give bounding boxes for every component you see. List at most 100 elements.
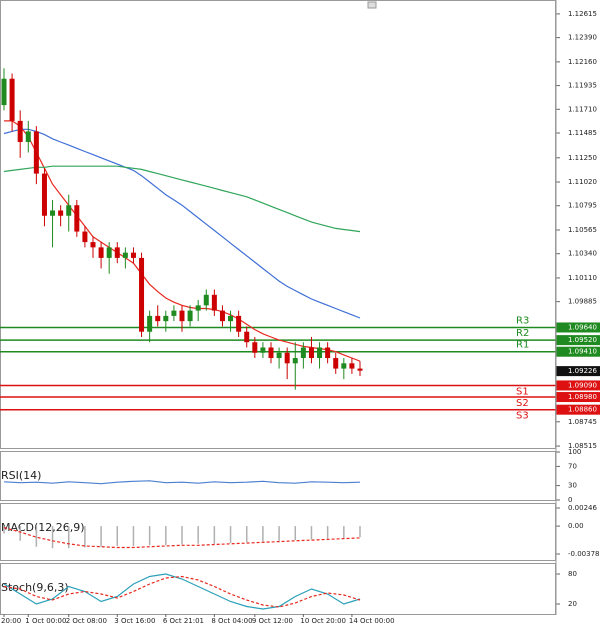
level-price-box bbox=[556, 335, 600, 346]
y-tick-label: 70 bbox=[568, 462, 577, 470]
level-price: 1.09410 bbox=[568, 348, 597, 356]
x-tick-label: 1 Oct 00:00 bbox=[25, 617, 66, 625]
candle-body bbox=[147, 315, 153, 332]
y-tick-label: 1.11710 bbox=[568, 105, 597, 113]
level-price: 1.09640 bbox=[568, 323, 597, 331]
candle-body bbox=[276, 352, 282, 359]
candle-body bbox=[17, 120, 23, 142]
x-tick-label: 2 Oct 08:00 bbox=[66, 617, 107, 625]
candle-body bbox=[130, 252, 136, 258]
level-price: 1.09090 bbox=[568, 381, 597, 389]
candle-body bbox=[236, 315, 242, 332]
candle-body bbox=[33, 131, 39, 174]
candle-body bbox=[357, 368, 363, 371]
level-price: 1.08860 bbox=[568, 406, 597, 414]
y-tick-label: 1.08515 bbox=[568, 442, 597, 450]
y-tick-label: 1.12615 bbox=[568, 10, 597, 18]
candle-body bbox=[171, 310, 177, 316]
y-tick-label: 0.00 bbox=[568, 522, 584, 530]
candle-body bbox=[106, 247, 112, 258]
y-tick-label: 0.00246 bbox=[568, 504, 597, 512]
level-price-box bbox=[556, 346, 600, 357]
level-name: R1 bbox=[516, 340, 529, 351]
y-tick-label: 100 bbox=[568, 448, 581, 456]
indicator-line bbox=[3, 527, 361, 549]
candle-body bbox=[114, 247, 120, 258]
x-tick-label: 10 Oct 20:00 bbox=[300, 617, 346, 625]
y-tick-label: 1.11250 bbox=[568, 154, 597, 162]
candle-body bbox=[195, 305, 201, 311]
candle-body bbox=[308, 347, 314, 359]
indicator-line bbox=[3, 480, 361, 485]
candle-body bbox=[66, 205, 72, 216]
panel-handle bbox=[367, 1, 377, 9]
level-price-box bbox=[556, 392, 600, 403]
candle-body bbox=[333, 358, 339, 369]
indicator-line bbox=[3, 573, 361, 610]
y-tick-label: 1.10340 bbox=[568, 250, 597, 258]
y-tick-label: 20 bbox=[568, 600, 577, 608]
candle-body bbox=[260, 347, 266, 353]
candle-body bbox=[203, 294, 209, 306]
level-price-box bbox=[556, 380, 600, 391]
level-price-box bbox=[556, 404, 600, 415]
last-price-box bbox=[556, 366, 600, 377]
candle-body bbox=[300, 347, 306, 359]
candle-body bbox=[98, 247, 104, 258]
candle-body bbox=[244, 331, 250, 343]
candle-body bbox=[349, 363, 355, 369]
level-name: S3 bbox=[516, 411, 529, 422]
candle-body bbox=[284, 352, 290, 364]
level-price: 1.09520 bbox=[568, 336, 597, 344]
candle-body bbox=[325, 347, 331, 359]
level-name: S1 bbox=[516, 386, 529, 397]
candle-body bbox=[292, 358, 298, 364]
candle-body bbox=[50, 210, 56, 216]
candle-body bbox=[341, 363, 347, 369]
indicator-line bbox=[3, 165, 361, 233]
level-name: R2 bbox=[516, 328, 529, 339]
y-tick-label: 0 bbox=[568, 496, 572, 504]
candle-body bbox=[9, 78, 15, 121]
x-tick-label: 9 Oct 12:00 bbox=[252, 617, 293, 625]
candle-body bbox=[155, 315, 161, 322]
y-tick-label: 1.11935 bbox=[568, 82, 597, 90]
y-tick-label: 1.10110 bbox=[568, 274, 597, 282]
candle-body bbox=[317, 347, 323, 359]
candle-body bbox=[90, 242, 96, 248]
candle-body bbox=[122, 252, 128, 258]
level-price-box bbox=[556, 322, 600, 333]
candle-body bbox=[1, 78, 7, 106]
x-tick-label: 3 Oct 16:00 bbox=[114, 617, 155, 625]
candle-body bbox=[268, 347, 274, 359]
y-tick-label: 1.12390 bbox=[568, 34, 597, 42]
level-price: 1.08980 bbox=[568, 393, 597, 401]
panel-title: RSI(14) bbox=[1, 469, 41, 482]
panel-title: MACD(12,26,9) bbox=[1, 521, 85, 534]
y-tick-label: 1.10795 bbox=[568, 202, 597, 210]
candle-body bbox=[211, 294, 217, 311]
candle-body bbox=[58, 210, 64, 216]
candle-body bbox=[41, 173, 47, 216]
candle-body bbox=[187, 310, 193, 322]
candle-body bbox=[163, 315, 169, 322]
y-tick-label: -0.003788 bbox=[568, 550, 600, 558]
last-price: 1.09226 bbox=[568, 367, 597, 375]
y-tick-label: 1.08745 bbox=[568, 418, 597, 426]
candle-body bbox=[139, 257, 145, 332]
candle-body bbox=[252, 342, 258, 353]
level-name: S2 bbox=[516, 398, 529, 409]
candle-body bbox=[228, 315, 234, 322]
candle-body bbox=[219, 310, 225, 322]
candle-body bbox=[25, 131, 31, 142]
y-tick-label: 1.11485 bbox=[568, 129, 597, 137]
y-tick-label: 80 bbox=[568, 570, 577, 578]
y-tick-label: 1.11020 bbox=[568, 178, 597, 186]
level-name: R3 bbox=[516, 315, 529, 326]
indicator-line bbox=[3, 575, 361, 608]
y-tick-label: 30 bbox=[568, 482, 577, 490]
x-tick-label: 14 Oct 00:00 bbox=[349, 617, 395, 625]
x-tick-label: 8 Oct 04:00 bbox=[211, 617, 252, 625]
